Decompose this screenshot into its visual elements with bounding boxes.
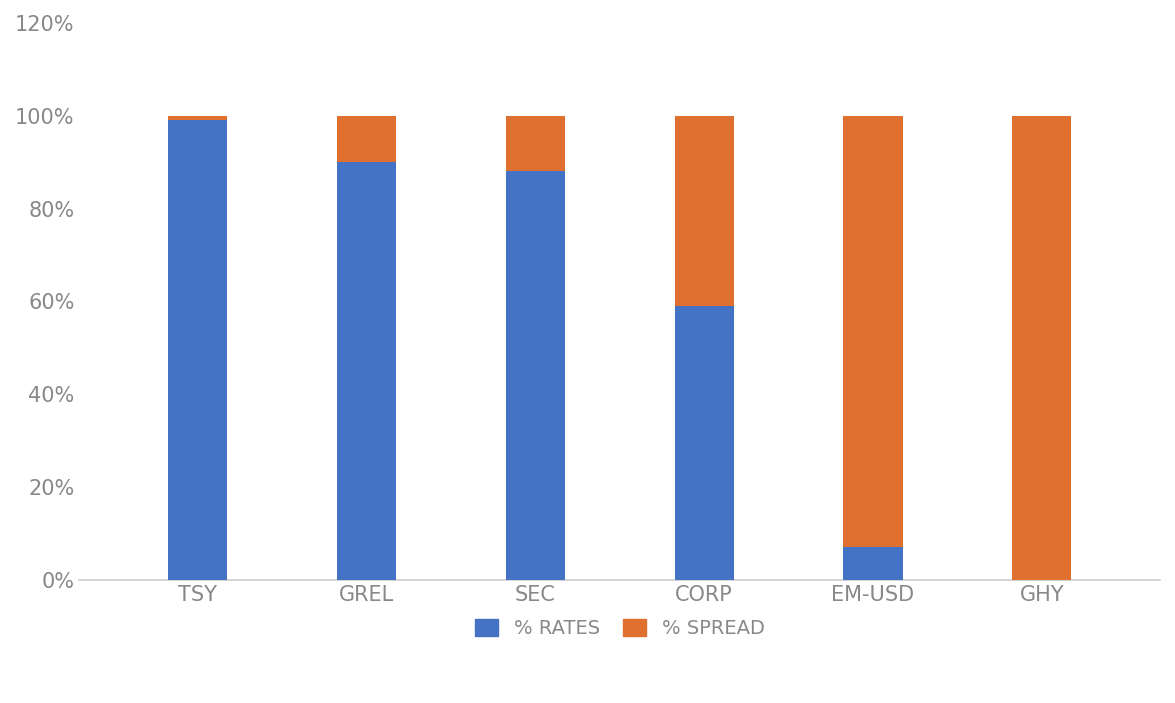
Bar bbox=[337, 162, 396, 580]
Bar bbox=[168, 120, 227, 580]
Bar bbox=[337, 116, 396, 162]
Bar bbox=[674, 116, 733, 306]
Bar bbox=[844, 116, 902, 547]
Bar bbox=[844, 547, 902, 580]
Bar bbox=[1012, 116, 1072, 580]
Bar bbox=[505, 116, 565, 172]
Legend: % RATES, % SPREAD: % RATES, % SPREAD bbox=[465, 610, 774, 648]
Bar bbox=[505, 172, 565, 580]
Bar bbox=[674, 306, 733, 580]
Bar bbox=[168, 116, 227, 120]
